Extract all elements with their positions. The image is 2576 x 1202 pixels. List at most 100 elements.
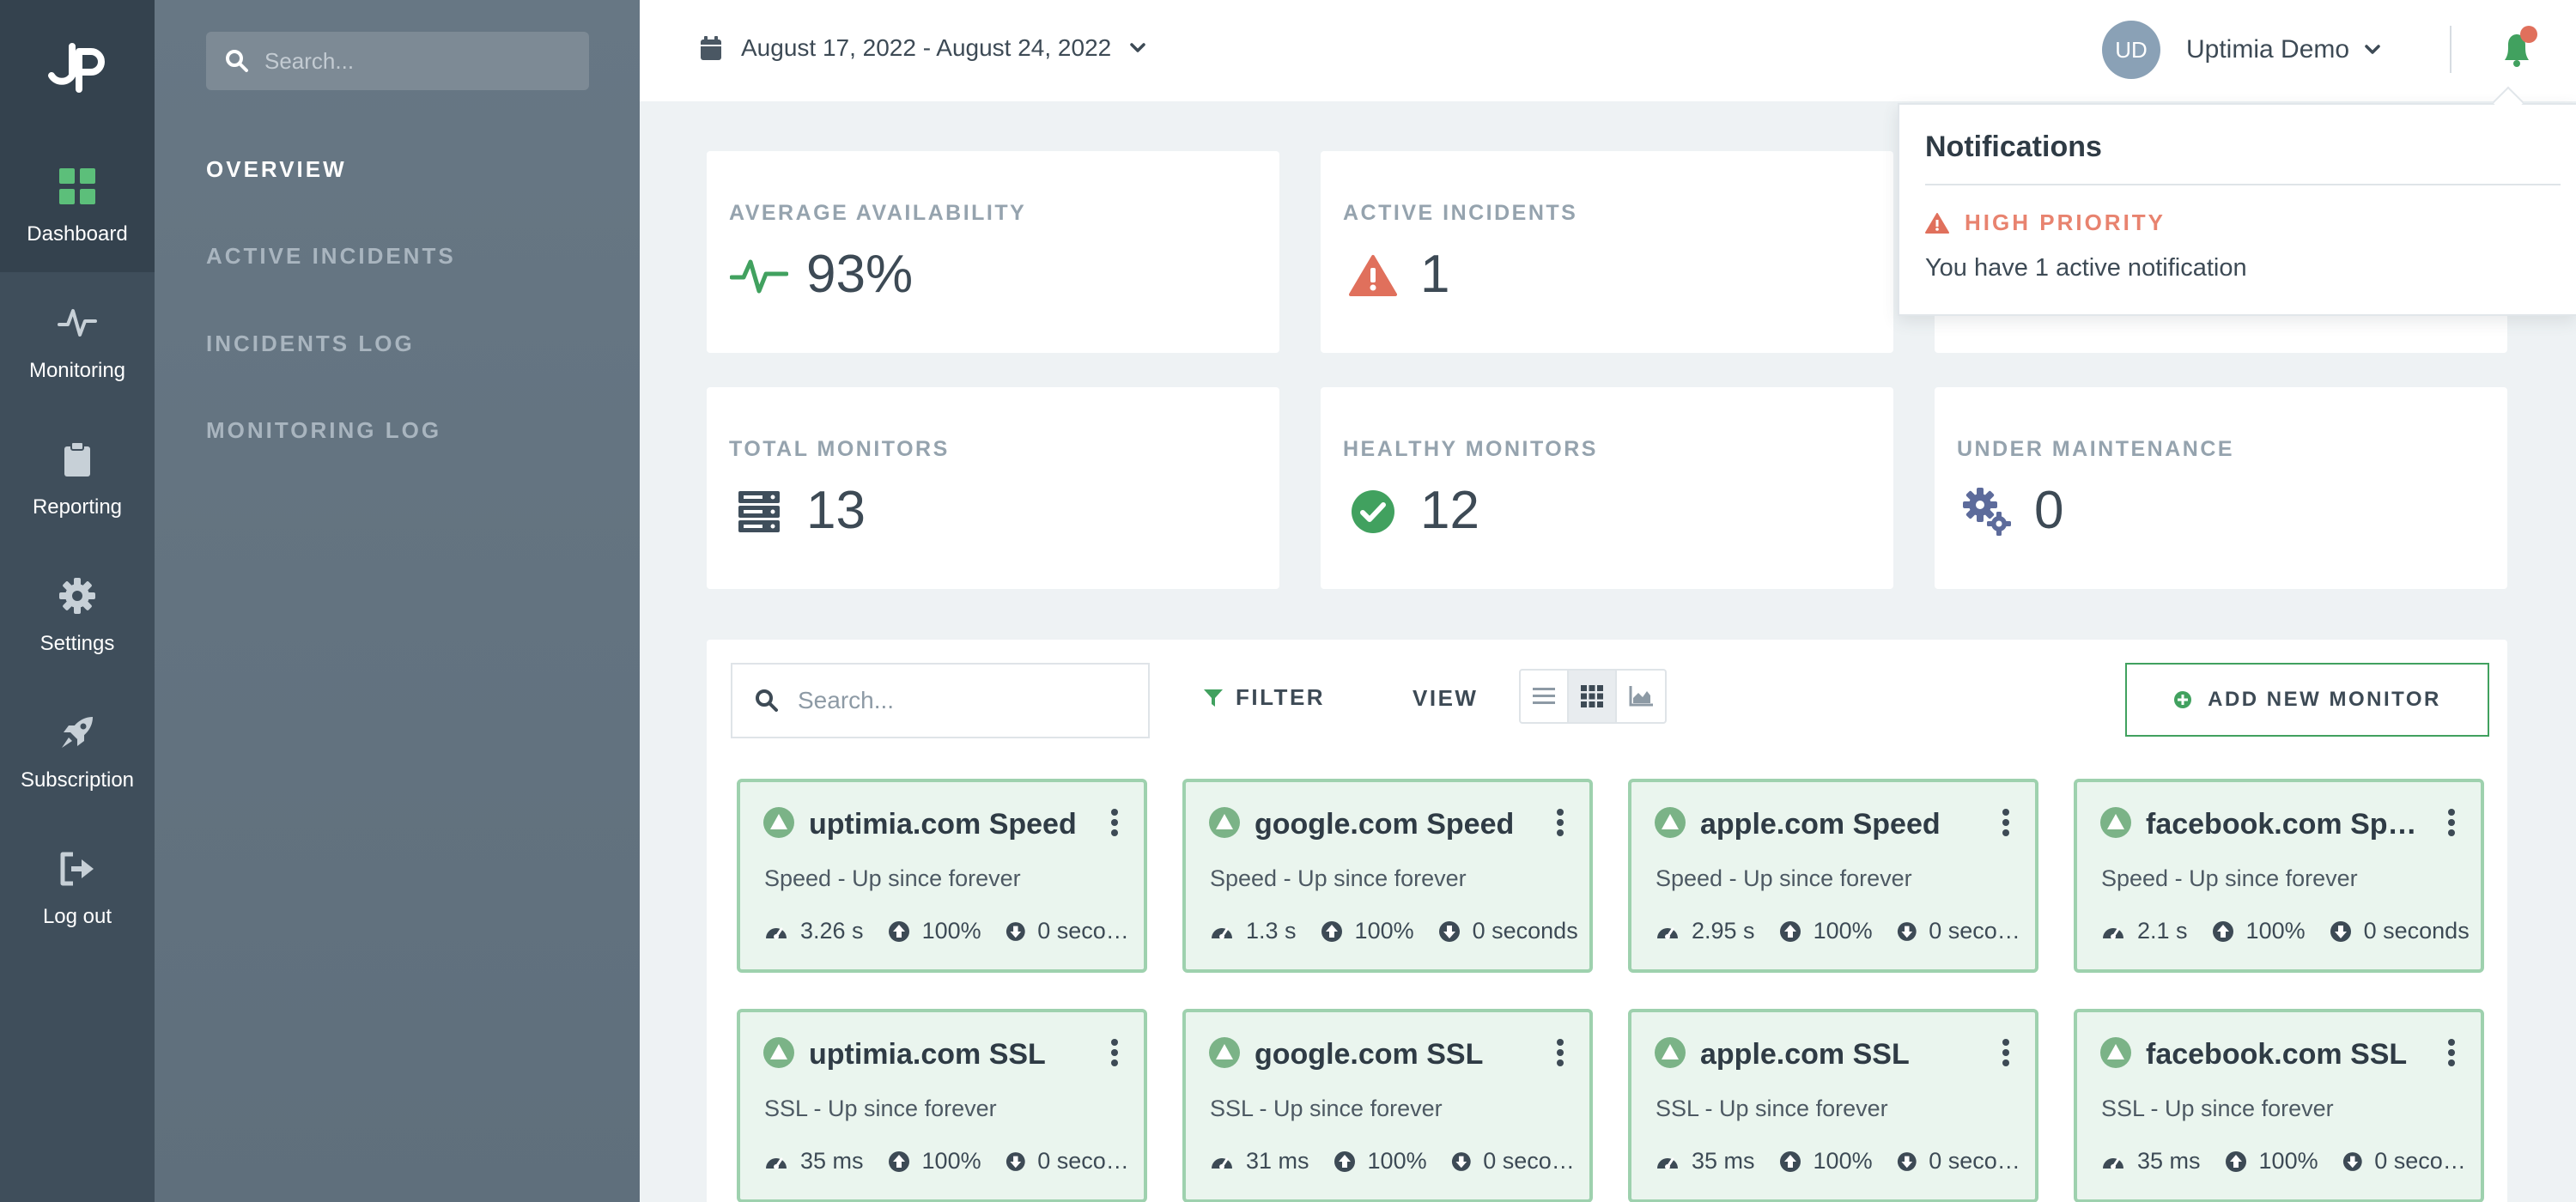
response-time: 35 ms bbox=[1692, 1148, 1755, 1174]
sidebar-item-subscription[interactable]: Subscription bbox=[0, 682, 155, 818]
monitor-name: apple.com SSL bbox=[1700, 1038, 1910, 1071]
monitor-status: Speed - Up since forever bbox=[764, 865, 1021, 891]
stat-card-active-incidents: ACTIVE INCIDENTS 1 bbox=[1321, 151, 1893, 353]
monitor-search-input[interactable] bbox=[798, 687, 1124, 714]
speedometer-icon bbox=[766, 927, 787, 939]
response-time: 35 ms bbox=[2137, 1148, 2201, 1174]
stat-card-under-maintenance: UNDER MAINTENANCE 0 bbox=[1935, 387, 2507, 589]
logout-icon bbox=[53, 845, 101, 893]
status-up-icon bbox=[763, 807, 794, 838]
more-options-icon[interactable] bbox=[2445, 1038, 2458, 1067]
more-options-icon[interactable] bbox=[1108, 808, 1121, 837]
view-list-button[interactable] bbox=[1521, 671, 1569, 722]
monitor-card[interactable]: google.com Speed Speed - Up since foreve… bbox=[1182, 779, 1593, 973]
status-up-icon bbox=[1209, 1037, 1240, 1068]
monitor-card[interactable]: apple.com Speed Speed - Up since forever… bbox=[1628, 779, 2038, 973]
monitor-stats: 2.95 s 100% 0 seconds bbox=[1656, 918, 2025, 944]
more-options-icon[interactable] bbox=[2445, 808, 2458, 837]
sidebar-item-settings[interactable]: Settings bbox=[0, 545, 155, 682]
arrow-down-circle-icon bbox=[1438, 920, 1460, 942]
downtime: 0 seconds bbox=[1929, 1148, 2025, 1174]
monitor-stats: 35 ms 100% 0 seconds bbox=[2101, 1148, 2470, 1175]
user-menu[interactable]: UD Uptimia Demo bbox=[2102, 21, 2380, 79]
warning-icon bbox=[1925, 212, 1949, 234]
sidebar-item-label: Monitoring bbox=[28, 358, 126, 382]
more-options-icon[interactable] bbox=[1999, 1038, 2013, 1067]
arrow-down-circle-icon bbox=[1451, 1151, 1471, 1171]
stat-label: ACTIVE INCIDENTS bbox=[1343, 201, 1578, 225]
speedometer-icon bbox=[1212, 1157, 1232, 1169]
logo[interactable] bbox=[0, 0, 155, 136]
monitor-card[interactable]: facebook.com Speed Speed - Up since fore… bbox=[2074, 779, 2484, 973]
arrow-down-circle-icon bbox=[1897, 921, 1917, 941]
more-options-icon[interactable] bbox=[1108, 1038, 1121, 1067]
monitor-name: google.com SSL bbox=[1255, 1038, 1484, 1071]
date-range-picker[interactable]: August 17, 2022 - August 24, 2022 bbox=[700, 34, 1145, 62]
more-options-icon[interactable] bbox=[1553, 808, 1567, 837]
subnav-link-active-incidents[interactable]: ACTIVE INCIDENTS bbox=[206, 243, 456, 269]
avatar: UD bbox=[2102, 21, 2160, 79]
subnav-link-incidents-log[interactable]: INCIDENTS LOG bbox=[206, 331, 415, 356]
sidebar-item-logout[interactable]: Log out bbox=[0, 818, 155, 955]
stat-label: TOTAL MONITORS bbox=[729, 437, 950, 461]
add-new-monitor-button[interactable]: ADD NEW MONITOR bbox=[2125, 663, 2489, 737]
notification-bell[interactable] bbox=[2496, 24, 2539, 70]
status-up-icon bbox=[2100, 807, 2131, 838]
arrow-up-circle-icon bbox=[888, 920, 909, 942]
downtime: 0 seconds bbox=[2374, 1148, 2470, 1174]
user-name: Uptimia Demo bbox=[2186, 35, 2350, 64]
notification-message[interactable]: You have 1 active notification bbox=[1925, 254, 2247, 282]
sidebar-search-input[interactable] bbox=[264, 47, 574, 75]
sidebar-item-dashboard[interactable]: Dashboard bbox=[0, 136, 155, 272]
sidebar-item-reporting[interactable]: Reporting bbox=[0, 409, 155, 545]
filter-button[interactable]: FILTER bbox=[1203, 684, 1325, 711]
clipboard-icon bbox=[53, 435, 101, 483]
stat-card-average-availability: AVERAGE AVAILABILITY 93% bbox=[707, 151, 1279, 353]
status-up-icon bbox=[1655, 1037, 1686, 1068]
pulse-icon bbox=[729, 246, 789, 306]
monitor-stats: 3.26 s 100% 0 seconds bbox=[764, 918, 1133, 944]
gear-icon bbox=[53, 572, 101, 620]
monitor-stats: 35 ms 100% 0 seconds bbox=[764, 1148, 1133, 1175]
uptime-percent: 100% bbox=[1813, 918, 1873, 944]
sidebar-item-label: Dashboard bbox=[27, 222, 128, 246]
bell-icon bbox=[2505, 26, 2537, 67]
monitor-card[interactable]: facebook.com SSL SSL - Up since forever … bbox=[2074, 1009, 2484, 1202]
view-chart-button[interactable] bbox=[1617, 671, 1665, 722]
more-options-icon[interactable] bbox=[1999, 808, 2013, 837]
sidebar-item-monitoring[interactable]: Monitoring bbox=[0, 272, 155, 409]
uptime-percent: 100% bbox=[1354, 918, 1414, 944]
monitor-card[interactable]: apple.com SSL SSL - Up since forever 35 … bbox=[1628, 1009, 2038, 1202]
search-icon bbox=[756, 689, 778, 712]
speedometer-icon bbox=[1657, 1157, 1678, 1169]
add-new-monitor-label: ADD NEW MONITOR bbox=[2208, 688, 2441, 711]
calendar-icon bbox=[701, 36, 721, 60]
notification-priority[interactable]: HIGH PRIORITY bbox=[1925, 209, 2166, 236]
sidebar-item-label: Log out bbox=[42, 904, 112, 928]
sidebar-search[interactable] bbox=[206, 32, 589, 90]
monitor-card[interactable]: google.com SSL SSL - Up since forever 31… bbox=[1182, 1009, 1593, 1202]
subnav-link-overview[interactable]: OVERVIEW bbox=[206, 156, 347, 182]
monitor-stats: 2.1 s 100% 0 seconds bbox=[2101, 918, 2470, 944]
subnav-link-monitoring-log[interactable]: MONITORING LOG bbox=[206, 417, 442, 443]
monitor-search[interactable] bbox=[731, 663, 1150, 738]
stat-label: UNDER MAINTENANCE bbox=[1957, 437, 2235, 461]
monitor-card[interactable]: uptimia.com Speed Speed - Up since forev… bbox=[737, 779, 1147, 973]
view-grid-button[interactable] bbox=[1569, 671, 1617, 722]
monitor-status: SSL - Up since forever bbox=[1210, 1096, 1443, 1121]
speedometer-icon bbox=[2103, 927, 2123, 939]
response-time: 31 ms bbox=[1246, 1148, 1309, 1174]
speedometer-icon bbox=[1212, 927, 1232, 939]
uptime-percent: 100% bbox=[921, 918, 981, 944]
more-options-icon[interactable] bbox=[1553, 1038, 1567, 1067]
stat-value: 0 bbox=[2034, 481, 2064, 540]
sub-navigation: OVERVIEW ACTIVE INCIDENTS INCIDENTS LOG … bbox=[155, 0, 640, 1202]
gears-icon bbox=[1957, 482, 2017, 542]
monitor-name: facebook.com SSL bbox=[2146, 1038, 2408, 1071]
uptime-percent: 100% bbox=[921, 1148, 981, 1174]
monitor-status: SSL - Up since forever bbox=[2101, 1096, 2334, 1121]
downtime: 0 seconds bbox=[2363, 918, 2470, 944]
sidebar-item-label: Settings bbox=[39, 631, 115, 655]
status-up-icon bbox=[1655, 807, 1686, 838]
monitor-card[interactable]: uptimia.com SSL SSL - Up since forever 3… bbox=[737, 1009, 1147, 1202]
